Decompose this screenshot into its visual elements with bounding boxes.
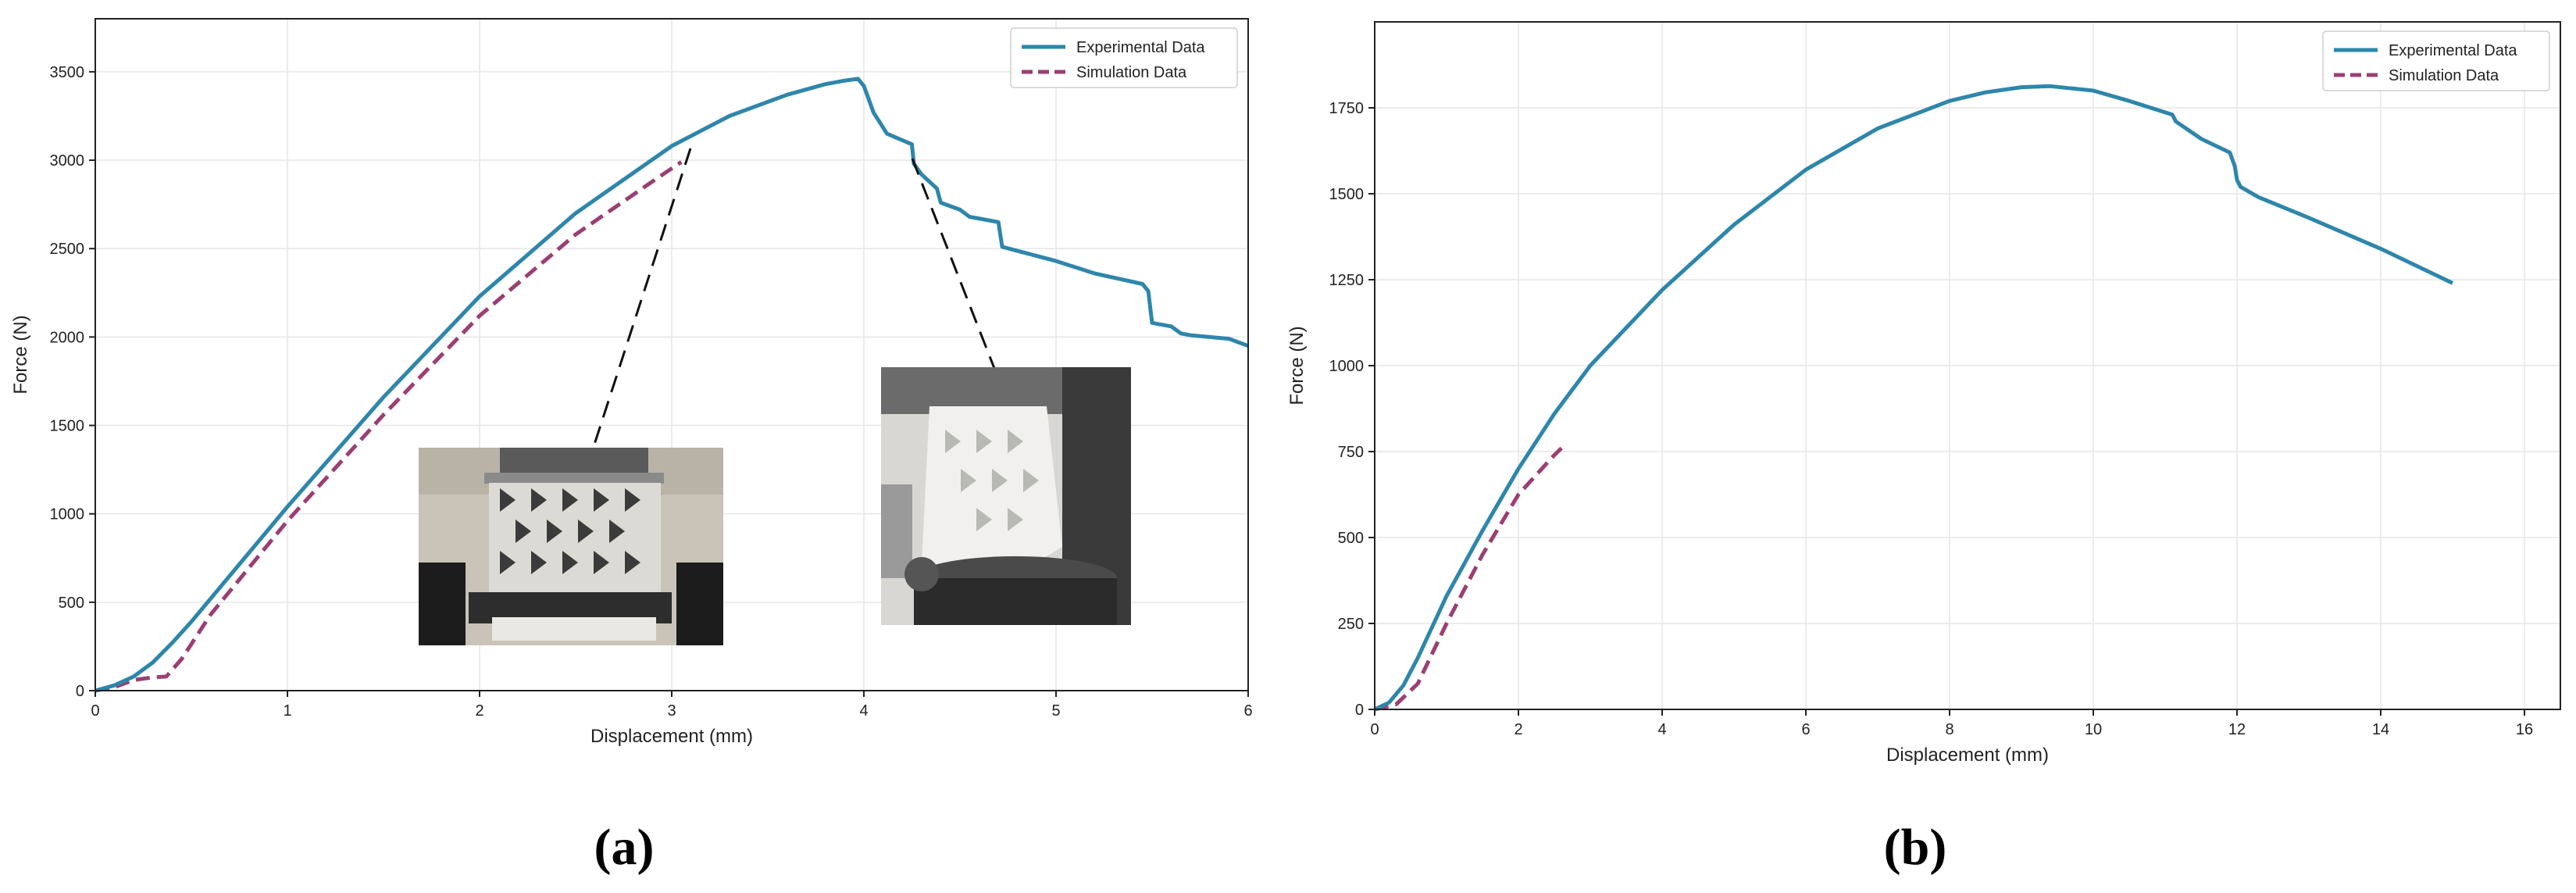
legend-label: Experimental Data: [1076, 39, 1205, 56]
y-tick-label: 0: [1355, 702, 1364, 719]
series-line-simulation: [1374, 446, 1563, 712]
x-tick-label: 4: [1657, 721, 1666, 738]
inset-connector-line: [911, 158, 1039, 479]
x-tick-label: 3: [667, 702, 676, 720]
legend-label: Simulation Data: [2389, 67, 2499, 84]
series-line-simulation: [95, 160, 683, 693]
panel-label-a: (a): [594, 819, 655, 876]
legend-label: Simulation Data: [1076, 64, 1187, 81]
y-tick-label: 1500: [50, 418, 85, 435]
x-tick-label: 16: [2516, 721, 2533, 738]
inset-connector-line: [590, 148, 692, 452]
y-tick-label: 3000: [50, 152, 85, 170]
legend-box: [1010, 27, 1238, 88]
y-tick-label: 500: [1338, 530, 1364, 547]
specimen-photo-early: [419, 448, 723, 645]
y-tick-label: 3500: [50, 64, 85, 81]
series-line-experimental: [1373, 84, 2454, 712]
x-tick-label: 12: [2228, 721, 2246, 738]
x-tick-label: 2: [1514, 721, 1522, 738]
y-tick-label: 1750: [1329, 100, 1365, 117]
y-axis-label: Force (N): [10, 315, 31, 394]
y-tick-label: 500: [59, 595, 84, 612]
axes-frame: 0 2 4 6 8 10 12 14 16 0 250 500 750 1000 1250 1500 1750 D…: [1286, 21, 2561, 766]
y-tick-label: 250: [1338, 616, 1364, 633]
chart-panel-a: 0 1 2 3 4 5 6 0 500 1000 1500 2000 2500 3000 3500 Displ…: [10, 18, 1253, 747]
y-axis-label: Force (N): [1286, 326, 1308, 405]
axes-frame: 0 1 2 3 4 5 6 0 500 1000 1500 2000 2500 3000 3500 Displ…: [10, 18, 1253, 747]
legend: Experimental Data Simulation Data: [2322, 30, 2550, 91]
x-tick-label: 6: [1801, 721, 1810, 738]
x-tick-label: 6: [1243, 702, 1252, 720]
y-tick-label: 2500: [50, 241, 85, 258]
y-tick-label: 0: [76, 683, 84, 700]
x-tick-label: 0: [91, 702, 99, 720]
y-tick-label: 1500: [1329, 186, 1365, 203]
legend-label: Experimental Data: [2389, 42, 2517, 59]
x-tick-label: 0: [1370, 721, 1379, 738]
y-tick-label: 1250: [1329, 272, 1365, 289]
legend: Experimental Data Simulation Data: [1010, 27, 1238, 88]
chart-panel-b: 0 2 4 6 8 10 12 14 16 0 250 500 750 1000 1250 1500 1750 D…: [1286, 21, 2561, 766]
x-tick-label: 2: [475, 702, 483, 720]
y-tick-label: 1000: [50, 506, 85, 523]
y-tick-label: 1000: [1329, 358, 1365, 375]
series-group: [1373, 84, 2454, 712]
x-tick-label: 10: [2085, 721, 2102, 738]
y-tick-label: 750: [1338, 444, 1364, 461]
panel-label-b: (b): [1884, 819, 1947, 876]
legend-box: [2322, 30, 2550, 91]
x-axis-label: Displacement (mm): [590, 726, 753, 747]
x-tick-label: 1: [283, 702, 291, 720]
x-axis-label: Displacement (mm): [1886, 745, 2049, 766]
series-group: [95, 77, 1249, 693]
x-tick-label: 4: [859, 702, 868, 720]
y-tick-label: 2000: [50, 329, 85, 346]
grid-lines: [1374, 22, 2560, 710]
x-tick-label: 8: [1945, 721, 1953, 738]
specimen-photo-failure: [881, 367, 1131, 625]
series-line-experimental: [95, 77, 1249, 693]
x-tick-label: 14: [2372, 721, 2389, 738]
x-tick-label: 5: [1051, 702, 1060, 720]
